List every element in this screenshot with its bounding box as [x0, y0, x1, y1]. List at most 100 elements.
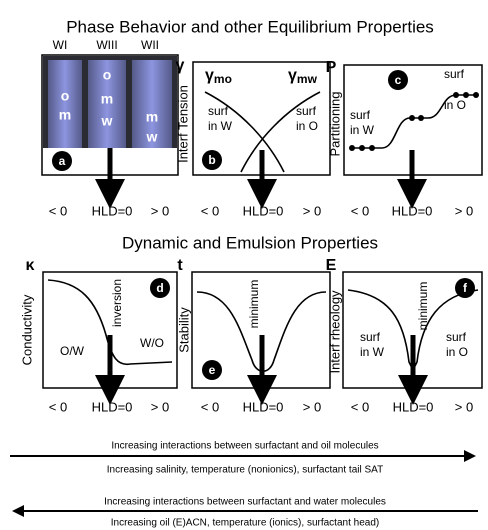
tube-label: w — [101, 113, 113, 129]
letter-badge — [202, 360, 222, 380]
symbol: γ — [288, 67, 297, 84]
point — [369, 145, 375, 151]
x-label: < 0 — [351, 203, 369, 218]
curve — [47, 279, 173, 366]
note: minimum — [416, 282, 430, 331]
arrow-caption: Increasing salinity, temperature (nonion… — [107, 465, 383, 476]
tube — [132, 60, 172, 148]
x-label: > 0 — [303, 203, 321, 218]
y-label: Interf rheology — [327, 290, 342, 374]
letter-badge — [52, 151, 72, 171]
y-symbol: t — [177, 257, 183, 274]
curve — [204, 91, 285, 173]
note: in W — [360, 345, 385, 359]
note: minimum — [247, 280, 261, 329]
x-label: > 0 — [455, 203, 473, 218]
title: Phase Behavior and other Equilibrium Pro… — [66, 17, 434, 36]
letter-badge — [150, 278, 170, 298]
y-symbol: P — [326, 59, 337, 76]
panel-letter: c — [395, 73, 402, 87]
x-label: HLD=0 — [92, 399, 133, 414]
point — [359, 145, 365, 151]
x-label: HLD=0 — [243, 399, 284, 414]
point — [473, 92, 479, 98]
y-label: Stability — [176, 307, 191, 353]
subscript: mo — [214, 72, 232, 86]
y-label: Partitioning — [327, 91, 342, 156]
phase-label: WII — [141, 38, 159, 52]
y-symbol: γ — [176, 57, 185, 74]
panel-letter: d — [156, 281, 163, 295]
panel-f: E Interf rheology f minimum surf in W su… — [326, 257, 483, 414]
symbol: γ — [205, 67, 214, 84]
panel-letter: a — [59, 154, 66, 168]
tube — [88, 60, 126, 148]
note: in W — [350, 123, 375, 137]
note: in O — [296, 119, 318, 133]
tube-label: o — [103, 67, 112, 83]
note: in O — [444, 98, 466, 112]
tube-label: w — [146, 129, 158, 145]
x-label: HLD=0 — [243, 203, 284, 218]
note: in W — [208, 119, 233, 133]
tube-label: m — [101, 91, 113, 107]
point — [349, 145, 355, 151]
curve-label: γmw — [288, 67, 318, 86]
letter-badge — [388, 70, 408, 90]
note: surf — [446, 330, 467, 344]
panel-d: κ Conductivity d inversion O/W W/O < 0 H… — [19, 257, 178, 414]
panel-a: WI WIII WII o m o m w m w a < 0 HLD=0 > … — [41, 38, 179, 218]
x-label: < 0 — [49, 203, 67, 218]
panel-letter: f — [463, 281, 468, 295]
y-label: Interf Tension — [175, 85, 190, 163]
x-label: > 0 — [455, 399, 473, 414]
point — [418, 115, 424, 121]
x-label: < 0 — [49, 399, 67, 414]
y-symbol: E — [326, 257, 337, 274]
x-label: > 0 — [151, 399, 169, 414]
x-label: HLD=0 — [392, 203, 433, 218]
x-label: HLD=0 — [92, 203, 133, 218]
tube-label: o — [61, 88, 70, 104]
tube-label: m — [59, 107, 71, 123]
x-label: < 0 — [201, 203, 219, 218]
note: surf — [360, 330, 381, 344]
arrow-caption: Increasing interactions between surfacta… — [104, 497, 386, 508]
note: surf — [296, 104, 317, 118]
y-symbol: κ — [26, 257, 35, 274]
tube-label: m — [146, 109, 158, 125]
x-label: > 0 — [303, 399, 321, 414]
arrow-caption: Increasing oil (E)ACN, temperature (ioni… — [111, 518, 379, 529]
note: surf — [208, 104, 229, 118]
points — [349, 92, 479, 151]
point — [463, 92, 469, 98]
point — [453, 92, 459, 98]
note: surf — [350, 108, 371, 122]
phase-label: WIII — [96, 38, 117, 52]
note: in O — [446, 345, 468, 359]
arrow-caption: Increasing interactions between surfacta… — [111, 441, 378, 452]
point — [409, 115, 415, 121]
panel-letter: e — [209, 363, 216, 377]
curve-label: γmo — [205, 67, 232, 86]
letter-badge — [202, 150, 222, 170]
subscript: mw — [297, 72, 318, 86]
x-label: HLD=0 — [393, 399, 434, 414]
note: W/O — [140, 336, 164, 350]
x-label: < 0 — [201, 399, 219, 414]
subtitle: Dynamic and Emulsion Properties — [122, 233, 378, 252]
letter-badge — [455, 278, 475, 298]
note: surf — [444, 67, 465, 81]
curve — [240, 91, 321, 173]
y-label: Conductivity — [19, 294, 34, 365]
note: inversion — [110, 279, 124, 327]
panel-b: γ Interf Tension γmo γmw surf in W surf … — [175, 57, 331, 218]
panel-e: t Stability minimum e < 0 HLD=0 > 0 — [176, 257, 331, 414]
panel-letter: b — [208, 153, 215, 167]
note: O/W — [60, 344, 85, 358]
x-label: < 0 — [351, 399, 369, 414]
tube — [48, 60, 82, 148]
phase-label: WI — [53, 38, 68, 52]
panel-c: P Partitioning c surf in W surf in O < 0… — [326, 59, 483, 218]
